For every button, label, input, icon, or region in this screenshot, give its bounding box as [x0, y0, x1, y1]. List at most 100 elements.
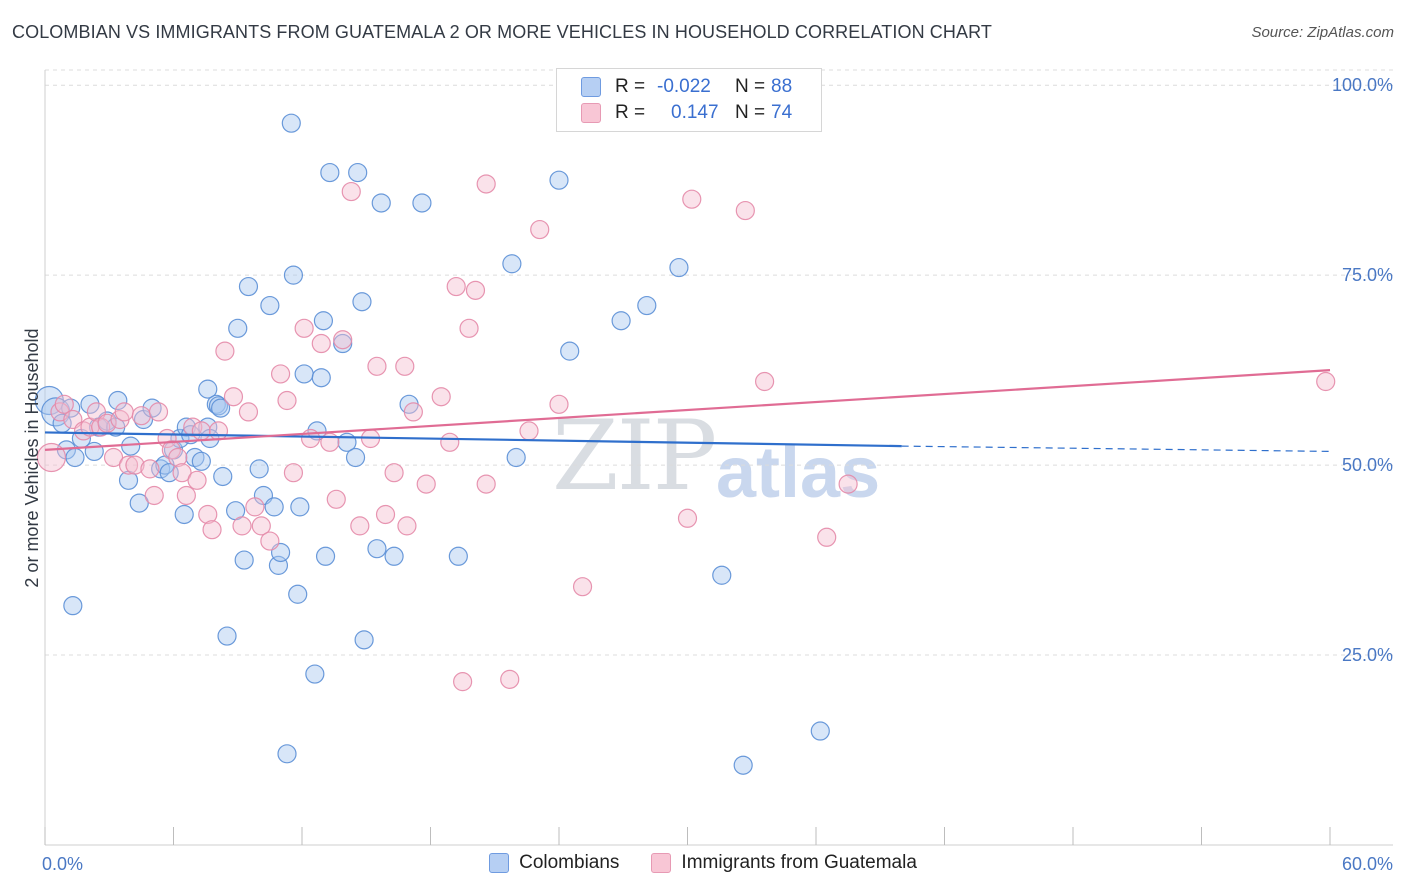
legend-item-colombians[interactable]: Colombians	[489, 852, 619, 874]
guatemala-point	[161, 440, 181, 460]
guatemala-point	[476, 474, 496, 494]
guatemala-point	[326, 489, 346, 509]
colombian-point	[217, 626, 237, 646]
legend-n-value: 74	[771, 102, 793, 123]
guatemala-point	[168, 447, 188, 468]
colombian-point	[288, 584, 308, 604]
y-tick-label: 100.0%	[1332, 75, 1393, 95]
colombian-point	[307, 421, 327, 441]
legend-swatch-blue	[581, 77, 601, 97]
guatemala-point	[465, 280, 486, 300]
guatemala-point	[530, 219, 550, 240]
legend-label-guatemala: Immigrants from Guatemala	[681, 852, 917, 873]
y-tick-label: 50.0%	[1342, 455, 1393, 475]
guatemala-point	[191, 421, 211, 441]
legend-row-colombians: R = -0.022 N = 88	[581, 75, 792, 99]
y-tick-label: 75.0%	[1342, 265, 1393, 285]
guatemala-point	[223, 387, 244, 407]
guatemala-point	[549, 394, 569, 414]
colombian-point	[191, 451, 211, 471]
guatemala-point	[440, 432, 460, 452]
colombian-point	[213, 466, 233, 487]
guatemala-point	[677, 508, 698, 528]
legend-r-label: R =	[615, 102, 646, 123]
guatemala-point	[131, 406, 151, 426]
guatemala-point	[176, 485, 196, 506]
guatemala-point	[311, 333, 331, 354]
colombian-point	[810, 721, 830, 741]
guatemala-point	[333, 330, 353, 350]
colombian-point	[121, 436, 141, 456]
legend-row-guatemala: R = 0.147 N = 74	[581, 101, 792, 125]
guatemala-point	[416, 474, 436, 494]
guatemala-point	[283, 463, 304, 483]
colombian-point	[228, 318, 248, 338]
tick-labels: 25.0% 50.0% 75.0% 100.0% 0.0% 60.0%	[42, 75, 1393, 874]
guatemala-point	[519, 421, 539, 441]
legend-r-value: 0.147	[671, 102, 719, 123]
chart-title: COLOMBIAN VS IMMIGRANTS FROM GUATEMALA 2…	[12, 22, 992, 42]
guatemala-point	[350, 516, 370, 536]
guatemala-point	[459, 318, 479, 338]
colombian-point	[611, 311, 631, 331]
colombian-point	[560, 341, 580, 361]
colombian-point	[669, 257, 689, 278]
y-axis-label: 2 or more Vehicles in Household	[22, 328, 42, 587]
x-tick-label: 60.0%	[1342, 854, 1393, 874]
guatemala-point	[245, 497, 265, 517]
colombian-point	[260, 295, 280, 316]
trend-lines	[44, 369, 1331, 453]
guatemala-point	[97, 413, 117, 433]
colombian-point	[348, 162, 368, 183]
colombian-point	[198, 379, 218, 399]
colombian-point	[211, 398, 231, 418]
source-label: Source: ZipAtlas.com	[1251, 24, 1394, 41]
guatemala-point	[140, 459, 160, 479]
guatemala-point	[208, 421, 229, 441]
colombian-point	[63, 596, 83, 616]
guatemala-point	[54, 394, 74, 414]
colombian-point	[384, 546, 404, 566]
colombian-point	[277, 744, 297, 764]
colombian-point	[448, 546, 468, 566]
guatemala-point	[172, 463, 192, 483]
guatemala-point	[453, 672, 473, 692]
guatemala-point	[187, 470, 207, 490]
colombian-point	[174, 504, 194, 525]
colombian-point	[264, 497, 284, 517]
colombian-point	[712, 565, 732, 585]
guatemala-point	[431, 387, 451, 407]
guatemala-point	[125, 455, 145, 475]
guatemala-point	[114, 402, 134, 422]
legend-r-label: R =	[615, 76, 646, 97]
series-legend: Colombians Immigrants from Guatemala	[0, 852, 1406, 874]
legend-n-value: 88	[771, 76, 793, 97]
colombian-point	[108, 390, 128, 411]
guatemala-point	[215, 341, 235, 361]
legend-n-label: N =	[735, 76, 766, 97]
guatemala-point	[817, 527, 837, 547]
colombian-point	[84, 441, 104, 462]
colombian-point	[352, 292, 372, 312]
legend-item-guatemala[interactable]: Immigrants from Guatemala	[651, 852, 917, 874]
colombian-point	[412, 193, 432, 213]
colombian-point	[234, 550, 254, 570]
colombian-point	[65, 447, 85, 468]
colombian-point	[502, 254, 522, 274]
guatemala-point	[476, 174, 496, 194]
guatemala-point	[446, 276, 466, 297]
guatemala-point	[202, 520, 222, 540]
guatemala-point	[397, 516, 417, 536]
colombian-point	[506, 447, 526, 468]
guatemala-point	[500, 669, 520, 689]
x-tick-label: 0.0%	[42, 854, 83, 874]
legend-label-colombians: Colombians	[519, 852, 620, 873]
legend-swatch-pink	[651, 853, 672, 873]
guatemala-point	[1316, 371, 1336, 392]
legend-r-value: -0.022	[657, 76, 711, 97]
guatemala-point	[395, 356, 415, 376]
guatemala-point	[270, 364, 291, 384]
colombian-point	[345, 447, 366, 468]
guatemala-point	[238, 402, 259, 422]
legend-swatch-blue	[489, 853, 510, 873]
